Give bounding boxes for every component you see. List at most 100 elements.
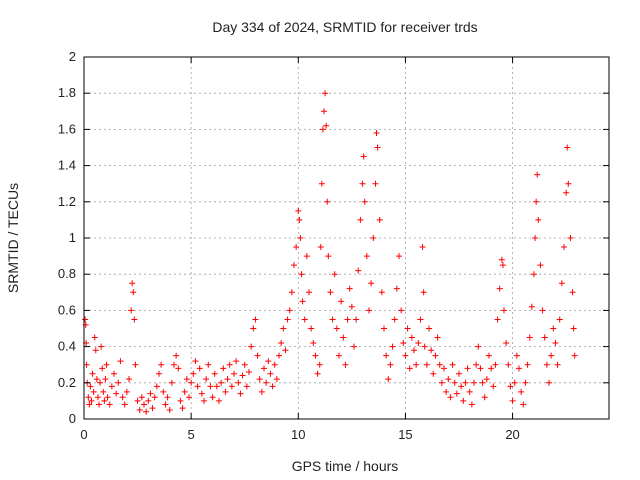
data-point: [445, 376, 452, 383]
data-point: [296, 216, 303, 223]
data-point: [306, 289, 312, 296]
data-point: [417, 316, 424, 323]
data-point: [534, 171, 541, 178]
data-point: [404, 325, 411, 332]
data-point: [160, 388, 167, 395]
y-tick-label: 0: [69, 411, 76, 426]
data-point: [149, 405, 156, 412]
data-point: [256, 376, 263, 383]
data-point: [357, 216, 364, 223]
data-point: [563, 189, 570, 196]
data-point: [353, 316, 360, 323]
data-point: [284, 316, 291, 323]
data-point: [231, 370, 237, 377]
data-point: [129, 280, 136, 287]
data-point: [317, 244, 324, 251]
data-point: [333, 325, 340, 332]
data-point: [246, 368, 252, 375]
y-tick-label: 1.6: [58, 121, 76, 136]
data-point: [298, 271, 305, 278]
data-point: [570, 325, 577, 332]
data-point: [475, 343, 482, 350]
data-point: [370, 235, 377, 241]
data-point: [402, 352, 409, 359]
data-point: [400, 339, 407, 346]
data-point: [381, 325, 387, 332]
data-point: [571, 352, 578, 359]
data-point: [322, 90, 329, 97]
data-point: [90, 388, 97, 395]
data-point: [316, 361, 323, 368]
data-point: [361, 198, 368, 205]
data-point: [451, 379, 458, 386]
data-point: [398, 307, 405, 314]
data-point: [226, 361, 233, 368]
data-point: [436, 361, 443, 368]
data-point: [141, 401, 147, 408]
data-point: [408, 334, 415, 341]
data-point: [147, 390, 154, 397]
data-point: [513, 352, 520, 359]
data-point: [368, 280, 375, 287]
data-point: [327, 289, 334, 296]
data-point: [516, 365, 522, 372]
data-point: [192, 358, 199, 365]
data-point: [430, 370, 437, 377]
data-point: [158, 361, 165, 368]
data-point: [241, 361, 248, 368]
data-point: [344, 316, 351, 323]
data-point: [543, 361, 550, 368]
data-point: [374, 144, 381, 151]
data-point: [271, 361, 278, 368]
data-point: [194, 383, 201, 390]
y-tick-label: 1.8: [58, 85, 76, 100]
data-point: [177, 397, 184, 404]
data-point: [196, 365, 203, 372]
data-point: [153, 383, 160, 390]
data-point: [460, 397, 467, 404]
data-point: [190, 370, 197, 377]
data-point: [346, 285, 353, 292]
data-point: [473, 361, 480, 368]
data-point: [432, 352, 439, 359]
data-point: [106, 401, 113, 408]
data-point: [145, 397, 152, 404]
data-point: [541, 334, 548, 341]
data-point: [336, 352, 342, 359]
data-point: [181, 388, 188, 395]
y-tick-label: 1.2: [58, 194, 76, 209]
data-point: [496, 285, 503, 292]
y-tick-label: 2: [69, 49, 76, 64]
data-point: [396, 253, 402, 260]
data-point: [295, 207, 302, 214]
data-point: [526, 334, 533, 341]
data-point: [548, 352, 555, 359]
data-point: [179, 405, 186, 412]
data-point: [391, 316, 398, 323]
data-point: [366, 307, 372, 314]
data-point: [303, 253, 310, 260]
data-point: [186, 394, 192, 401]
data-point: [310, 339, 317, 346]
axis-ticks: 00.20.40.60.811.21.41.61.820 5 10 15 20: [58, 49, 609, 442]
data-point: [490, 383, 497, 390]
y-tick-label: 0.8: [58, 266, 76, 281]
data-point: [162, 401, 169, 408]
data-point: [528, 303, 535, 310]
data-point: [278, 339, 285, 346]
data-point: [419, 244, 426, 251]
data-point: [556, 316, 563, 323]
data-point: [173, 352, 180, 359]
data-point: [503, 339, 510, 346]
data-point: [569, 289, 576, 296]
data-point: [166, 406, 173, 413]
data-point: [420, 289, 427, 296]
data-point: [293, 244, 300, 251]
data-point: [168, 379, 175, 386]
data-point: [532, 235, 539, 241]
data-point: [98, 343, 105, 350]
data-point: [233, 358, 240, 365]
data-point: [321, 108, 327, 115]
data-point: [443, 388, 450, 395]
